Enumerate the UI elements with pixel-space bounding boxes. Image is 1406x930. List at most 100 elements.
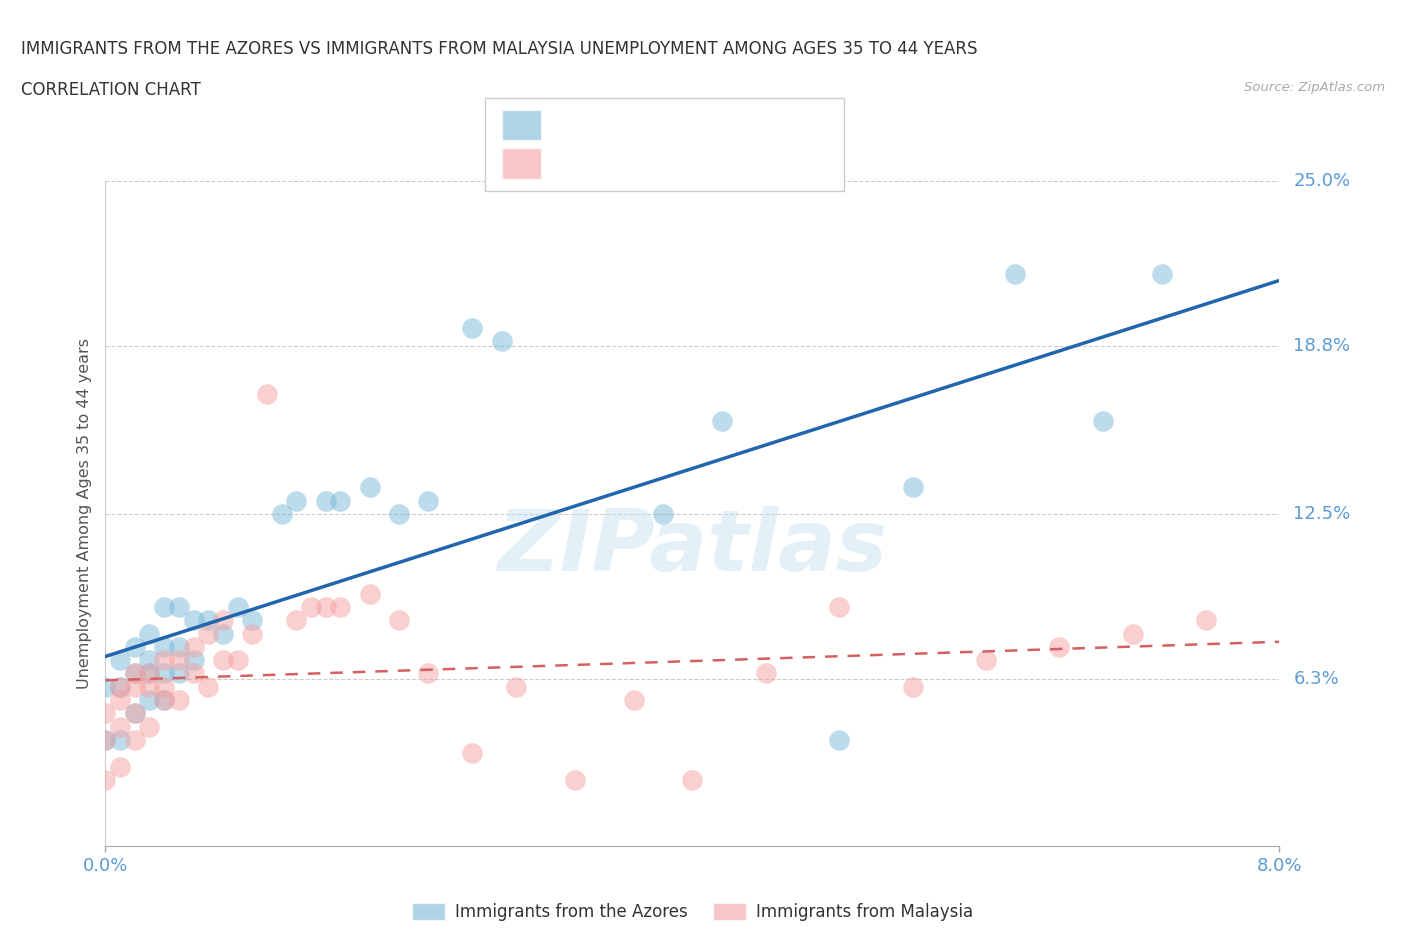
Point	[138, 666, 160, 681]
Point	[197, 679, 219, 694]
Point	[418, 666, 440, 681]
Point	[755, 666, 778, 681]
Point	[901, 679, 924, 694]
Point	[1004, 267, 1026, 282]
Point	[315, 493, 337, 508]
Point	[388, 507, 411, 522]
Legend: Immigrants from the Azores, Immigrants from Malaysia: Immigrants from the Azores, Immigrants f…	[405, 897, 980, 928]
Point	[240, 626, 263, 641]
Point	[197, 626, 219, 641]
Point	[270, 507, 292, 522]
Point	[828, 600, 851, 615]
Point	[183, 653, 205, 668]
Point	[418, 493, 440, 508]
Point	[505, 679, 527, 694]
Point	[124, 666, 146, 681]
Point	[124, 706, 146, 721]
Point	[108, 733, 131, 748]
Text: IMMIGRANTS FROM THE AZORES VS IMMIGRANTS FROM MALAYSIA UNEMPLOYMENT AMONG AGES 3: IMMIGRANTS FROM THE AZORES VS IMMIGRANTS…	[21, 40, 977, 58]
Point	[710, 413, 733, 428]
Point	[167, 653, 190, 668]
Point	[681, 772, 703, 787]
Point	[197, 613, 219, 628]
Text: 6.3%: 6.3%	[1294, 670, 1339, 687]
Point	[124, 679, 146, 694]
Point	[108, 693, 131, 708]
Point	[461, 320, 484, 335]
Point	[226, 600, 249, 615]
Point	[153, 640, 176, 655]
Point	[124, 733, 146, 748]
Point	[108, 653, 131, 668]
Point	[359, 586, 381, 601]
Point	[167, 600, 190, 615]
Point	[94, 733, 117, 748]
Point	[285, 613, 308, 628]
Text: 12.5%: 12.5%	[1294, 505, 1351, 523]
Point	[124, 706, 146, 721]
Point	[94, 706, 117, 721]
Point	[94, 679, 117, 694]
Point	[153, 600, 176, 615]
Point	[183, 640, 205, 655]
Text: 18.8%: 18.8%	[1294, 338, 1350, 355]
Point	[315, 600, 337, 615]
Point	[94, 733, 117, 748]
Point	[256, 387, 278, 402]
Point	[124, 666, 146, 681]
Point	[124, 640, 146, 655]
Point	[183, 666, 205, 681]
Point	[491, 334, 513, 349]
Point	[153, 653, 176, 668]
Point	[359, 480, 381, 495]
Text: R = 0.273    N = 47: R = 0.273 N = 47	[555, 154, 733, 172]
Text: Source: ZipAtlas.com: Source: ZipAtlas.com	[1244, 81, 1385, 94]
Point	[226, 653, 249, 668]
Y-axis label: Unemployment Among Ages 35 to 44 years: Unemployment Among Ages 35 to 44 years	[76, 339, 91, 689]
Point	[623, 693, 645, 708]
Point	[153, 693, 176, 708]
Point	[138, 666, 160, 681]
Text: R = 0.461    N = 41: R = 0.461 N = 41	[555, 116, 731, 134]
Point	[138, 693, 160, 708]
Point	[1150, 267, 1173, 282]
Point	[211, 653, 233, 668]
Point	[167, 666, 190, 681]
Point	[138, 679, 160, 694]
Point	[211, 613, 233, 628]
Point	[240, 613, 263, 628]
Point	[564, 772, 586, 787]
Point	[153, 693, 176, 708]
Point	[108, 719, 131, 734]
Text: ZIPatlas: ZIPatlas	[498, 506, 887, 589]
Point	[1122, 626, 1144, 641]
Point	[167, 640, 190, 655]
Point	[828, 733, 851, 748]
Point	[138, 653, 160, 668]
Point	[901, 480, 924, 495]
Point	[461, 746, 484, 761]
Text: 25.0%: 25.0%	[1294, 172, 1351, 191]
Point	[153, 666, 176, 681]
Point	[388, 613, 411, 628]
Point	[329, 493, 352, 508]
Point	[138, 626, 160, 641]
Point	[153, 679, 176, 694]
Point	[299, 600, 322, 615]
Point	[1092, 413, 1115, 428]
Point	[94, 772, 117, 787]
Point	[108, 679, 131, 694]
Point	[211, 626, 233, 641]
Point	[183, 613, 205, 628]
Point	[138, 719, 160, 734]
Point	[285, 493, 308, 508]
Point	[108, 679, 131, 694]
Point	[108, 759, 131, 774]
Point	[1195, 613, 1218, 628]
Point	[652, 507, 675, 522]
Text: CORRELATION CHART: CORRELATION CHART	[21, 81, 201, 99]
Point	[167, 693, 190, 708]
Point	[1047, 640, 1070, 655]
Point	[974, 653, 997, 668]
Point	[329, 600, 352, 615]
